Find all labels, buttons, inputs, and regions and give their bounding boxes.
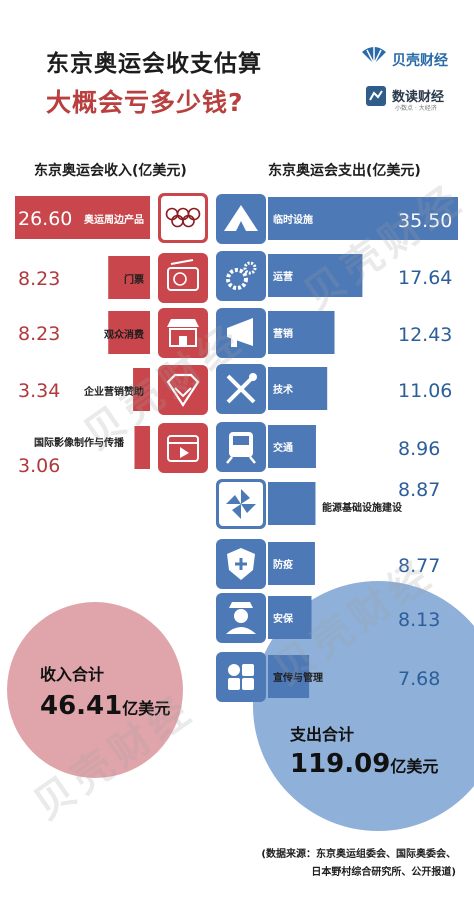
megaphone-icon (216, 308, 266, 358)
brand-secondary-slogan: 小数点 · 大经济 (395, 105, 437, 112)
expense-bar (268, 482, 316, 525)
expense-category-label: 能源基础设施建设 (322, 501, 402, 514)
income-value-label: 3.34 (18, 380, 60, 402)
storefront-icon (158, 308, 208, 358)
diamond-icon (158, 365, 208, 415)
expense-category-label: 防疫 (273, 558, 293, 571)
expense-value-label: 12.43 (398, 324, 452, 346)
expense-category-label: 技术 (273, 383, 293, 396)
expense-category-label: 宣传与管理 (273, 671, 323, 684)
security-guard-icon (216, 593, 266, 643)
expense-bar (268, 367, 328, 410)
expense-value-label: 17.64 (398, 267, 452, 289)
brand-primary: 贝壳财经 (392, 53, 448, 69)
expense-category-label: 临时设施 (273, 213, 313, 226)
expense-chart-title: 东京奥运会支出(亿美元) (268, 163, 421, 179)
income-bar (133, 368, 150, 411)
title-line-2: 大概会亏多少钱? (46, 88, 244, 117)
expense-bar (268, 425, 316, 468)
expense-bar (268, 197, 458, 240)
income-value-label: 26.60 (18, 208, 72, 230)
expense-bar (268, 596, 312, 639)
expense-total-number: 119.09 (290, 749, 390, 779)
income-category-label: 奥运周边产品 (84, 213, 144, 226)
shell-logo-icon (362, 46, 386, 65)
expense-total-circle (253, 581, 474, 831)
expense-value-label: 8.87 (398, 479, 440, 501)
gears-icon (216, 251, 266, 301)
income-bar (108, 256, 150, 299)
expense-category-label: 运营 (273, 270, 293, 283)
income-category-label: 国际影像制作与传播 (34, 436, 125, 449)
income-category-label: 门票 (124, 273, 144, 286)
income-bar (134, 426, 150, 469)
income-value-label: 8.23 (18, 323, 60, 345)
olympic-rings-icon (158, 193, 208, 243)
video-icon (158, 423, 208, 473)
expense-bar (268, 542, 315, 585)
income-total-label: 收入合计 (40, 665, 104, 684)
income-value-label: 3.06 (18, 455, 60, 477)
data-source-note: (数据来源：东京奥运组委会、国际奥委会、 日本野村综合研究所、公开报道) (16, 846, 456, 882)
ticket-icon (158, 253, 208, 303)
expense-bar (268, 655, 310, 698)
expense-category-label: 营销 (273, 327, 293, 340)
income-category-label: 观众消费 (104, 328, 144, 341)
pinwheel-icon (216, 479, 266, 529)
app-grid-icon (216, 652, 266, 702)
expense-value-label: 8.13 (398, 609, 440, 631)
income-category-label: 企业营销赞助 (83, 385, 144, 398)
expense-category-label: 安保 (273, 612, 294, 625)
expense-category-label: 交通 (273, 441, 293, 454)
income-value-label: 8.23 (18, 268, 60, 290)
expense-value-label: 11.06 (398, 380, 452, 402)
tent-icon (216, 194, 266, 244)
expense-value-label: 35.50 (398, 210, 452, 232)
expense-total-label: 支出合计 (289, 725, 354, 744)
income-total-number: 46.41 (40, 691, 122, 721)
book-logo-icon (366, 86, 386, 106)
shield-plus-icon (216, 539, 266, 589)
income-total-circle (7, 602, 183, 778)
income-bar (15, 196, 150, 239)
expense-value-label: 8.96 (398, 438, 440, 460)
income-total-value: 46.41亿美元 (40, 691, 170, 721)
income-chart-title: 东京奥运会收入(亿美元) (34, 163, 187, 179)
expense-total-value: 119.09亿美元 (290, 749, 438, 779)
expense-bar (268, 254, 363, 297)
title-line-1: 东京奥运会收支估算 (46, 51, 262, 77)
income-total-unit: 亿美元 (122, 699, 170, 718)
expense-value-label: 7.68 (398, 668, 440, 690)
data-source-line-1: (数据来源：东京奥运组委会、国际奥委会、 (261, 849, 456, 860)
expense-total-unit: 亿美元 (390, 757, 438, 776)
expense-bar (268, 311, 335, 354)
income-bar (108, 311, 150, 354)
tools-icon (216, 364, 266, 414)
train-icon (216, 422, 266, 472)
data-source-line-2: 日本野村综合研究所、公开报道) (311, 867, 456, 878)
expense-value-label: 8.77 (398, 555, 440, 577)
brand-secondary: 数读财经 (392, 90, 445, 105)
